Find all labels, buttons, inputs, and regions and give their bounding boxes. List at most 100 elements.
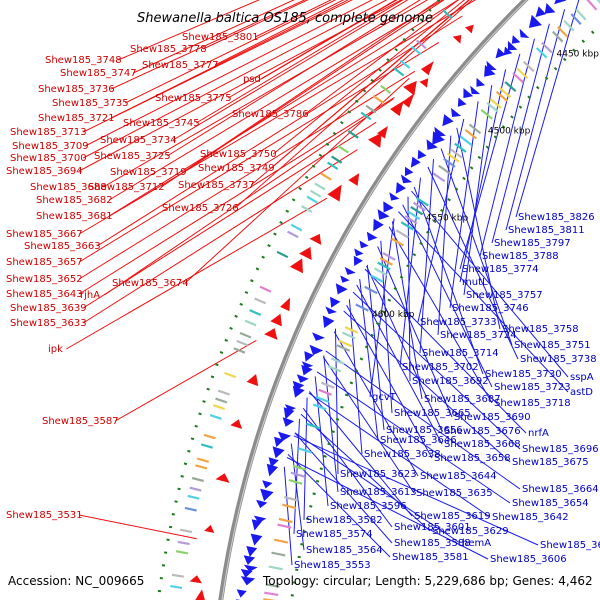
reverse-gene-label: Shew185_3668 [444, 439, 521, 450]
reverse-leader-line [287, 454, 391, 558]
forward-gene-arrow [230, 419, 243, 429]
forward-leader-line [82, 149, 358, 324]
forward-leader-line [66, 197, 328, 350]
forward-gene-label: Shew185_3735 [52, 98, 129, 109]
genome-rings [156, 0, 600, 600]
reverse-gene-arrow [400, 174, 413, 184]
inner-category-stripe [404, 215, 418, 225]
inner-category-stripe [265, 583, 280, 588]
reverse-gene-label: Shew185_3797 [494, 238, 571, 249]
inner-category-stripe [278, 517, 293, 524]
reverse-leader-line [413, 186, 484, 375]
forward-leader-line [110, 0, 306, 90]
reverse-gene-arrow [404, 166, 414, 177]
outer-category-stripe [306, 195, 318, 204]
outer-category-stripe [380, 84, 391, 94]
forward-gene-label: Shew185_3786 [232, 109, 309, 120]
reverse-gene-label: Shew185_3638 [364, 449, 441, 460]
accession-text: Accession: NC_009665 [8, 574, 144, 588]
outer-category-stripe [254, 297, 267, 305]
reverse-gene-arrow [383, 201, 394, 213]
outer-category-stripe [410, 45, 422, 56]
outer-category-stripe [290, 223, 303, 232]
outer-category-stripe [314, 182, 326, 191]
forward-leader-line [114, 339, 257, 422]
reverse-gene-arrow [544, 3, 556, 14]
inner-category-stripe [552, 30, 564, 43]
forward-leader-line [78, 96, 395, 295]
reverse-gene-label: Shew185_3675 [512, 457, 589, 468]
inner-category-stripe [268, 565, 283, 571]
reverse-gene-label: Shew185_3826 [518, 212, 595, 223]
inner-category-stripe [284, 495, 299, 502]
inner-category-stripe [315, 395, 330, 403]
forward-leader-line [78, 0, 477, 235]
reverse-gene-label: Shew185_3718 [494, 398, 571, 409]
forward-gene-arrow [452, 34, 462, 44]
reverse-gene-arrow [301, 361, 314, 369]
reverse-gene-label: sspA [570, 372, 594, 383]
forward-gene-arrow [390, 100, 404, 117]
reverse-gene-arrow [272, 446, 285, 459]
inner-category-stripe [379, 257, 393, 266]
reverse-leader-line [294, 432, 461, 544]
reverse-gene-label: Shew185_3646 [380, 435, 457, 446]
map-title: Shewanella baltica OS185, complete genom… [137, 11, 433, 26]
kbp-tick-label: 4550 kbp [426, 214, 469, 224]
forward-gene-arrow [419, 78, 429, 88]
forward-leader-line [78, 70, 416, 280]
reverse-gene-arrow [554, 0, 567, 5]
topology-summary: Topology: circular; Length: 5,229,686 bp… [262, 574, 593, 588]
forward-leader-line [124, 0, 337, 104]
reverse-gene-arrow [278, 431, 292, 442]
inner-category-stripe [438, 164, 451, 175]
reverse-gene-arrow [486, 60, 497, 71]
inner-category-stripe [297, 447, 312, 454]
inner-category-stripe [407, 210, 421, 220]
inner-category-stripe [464, 129, 478, 140]
forward-gene-label: Shew185_3778 [130, 44, 207, 55]
inner-category-stripe [338, 339, 353, 348]
inner-category-stripe [410, 205, 424, 216]
outer-category-stripe [233, 347, 246, 354]
outer-category-stripe [259, 285, 272, 293]
reverse-gene-arrow [236, 589, 247, 598]
forward-leader-line [108, 0, 444, 201]
forward-leader-line [202, 0, 309, 50]
inner-category-stripe [432, 172, 446, 183]
reverse-gene-label: Shew185_3665 [394, 408, 471, 419]
inner-category-stripe [318, 388, 332, 396]
reverse-gene-arrow [266, 463, 279, 477]
inner-category-stripe [495, 90, 508, 102]
forward-gene-label: Shew185_3700 [10, 153, 87, 164]
forward-leader-line [84, 0, 373, 147]
outer-category-stripe [177, 540, 190, 546]
inner-category-stripe [489, 98, 502, 109]
outer-category-stripe [184, 506, 197, 512]
reverse-gene-arrow [476, 77, 486, 87]
outer-category-stripe [215, 397, 228, 404]
inner-category-stripe [535, 47, 548, 59]
reverse-gene-arrow [457, 97, 467, 107]
outer-category-stripe [212, 404, 226, 411]
reverse-gene-label: Shew185_3751 [514, 340, 591, 351]
inner-category-stripe [570, 13, 582, 25]
outer-category-stripe [365, 104, 377, 114]
inner-category-stripe [282, 503, 297, 510]
reverse-gene-label: Shew185_3811 [508, 225, 585, 236]
forward-gene-label: Shew185_3639 [10, 303, 87, 314]
forward-leader-line [227, 0, 397, 99]
outer-category-stripe [372, 94, 384, 104]
reverse-gene-label: Shew185_3692 [412, 376, 489, 387]
reverse-leader-line [377, 246, 453, 418]
backbone-highlight [221, 0, 528, 600]
reverse-gene-arrow [377, 209, 390, 220]
reverse-leader-line [505, 9, 566, 231]
kbp-tick-label: 4450 kbp [557, 49, 600, 59]
inner-category-stripe [327, 365, 342, 373]
forward-leader-line [166, 0, 421, 157]
reverse-gene-arrow [410, 156, 421, 168]
reverse-gene-label: Shew185_3730 [485, 369, 562, 380]
forward-gene-label: Shew185_3667 [6, 229, 83, 240]
reverse-gene-label: mutL [462, 277, 488, 288]
